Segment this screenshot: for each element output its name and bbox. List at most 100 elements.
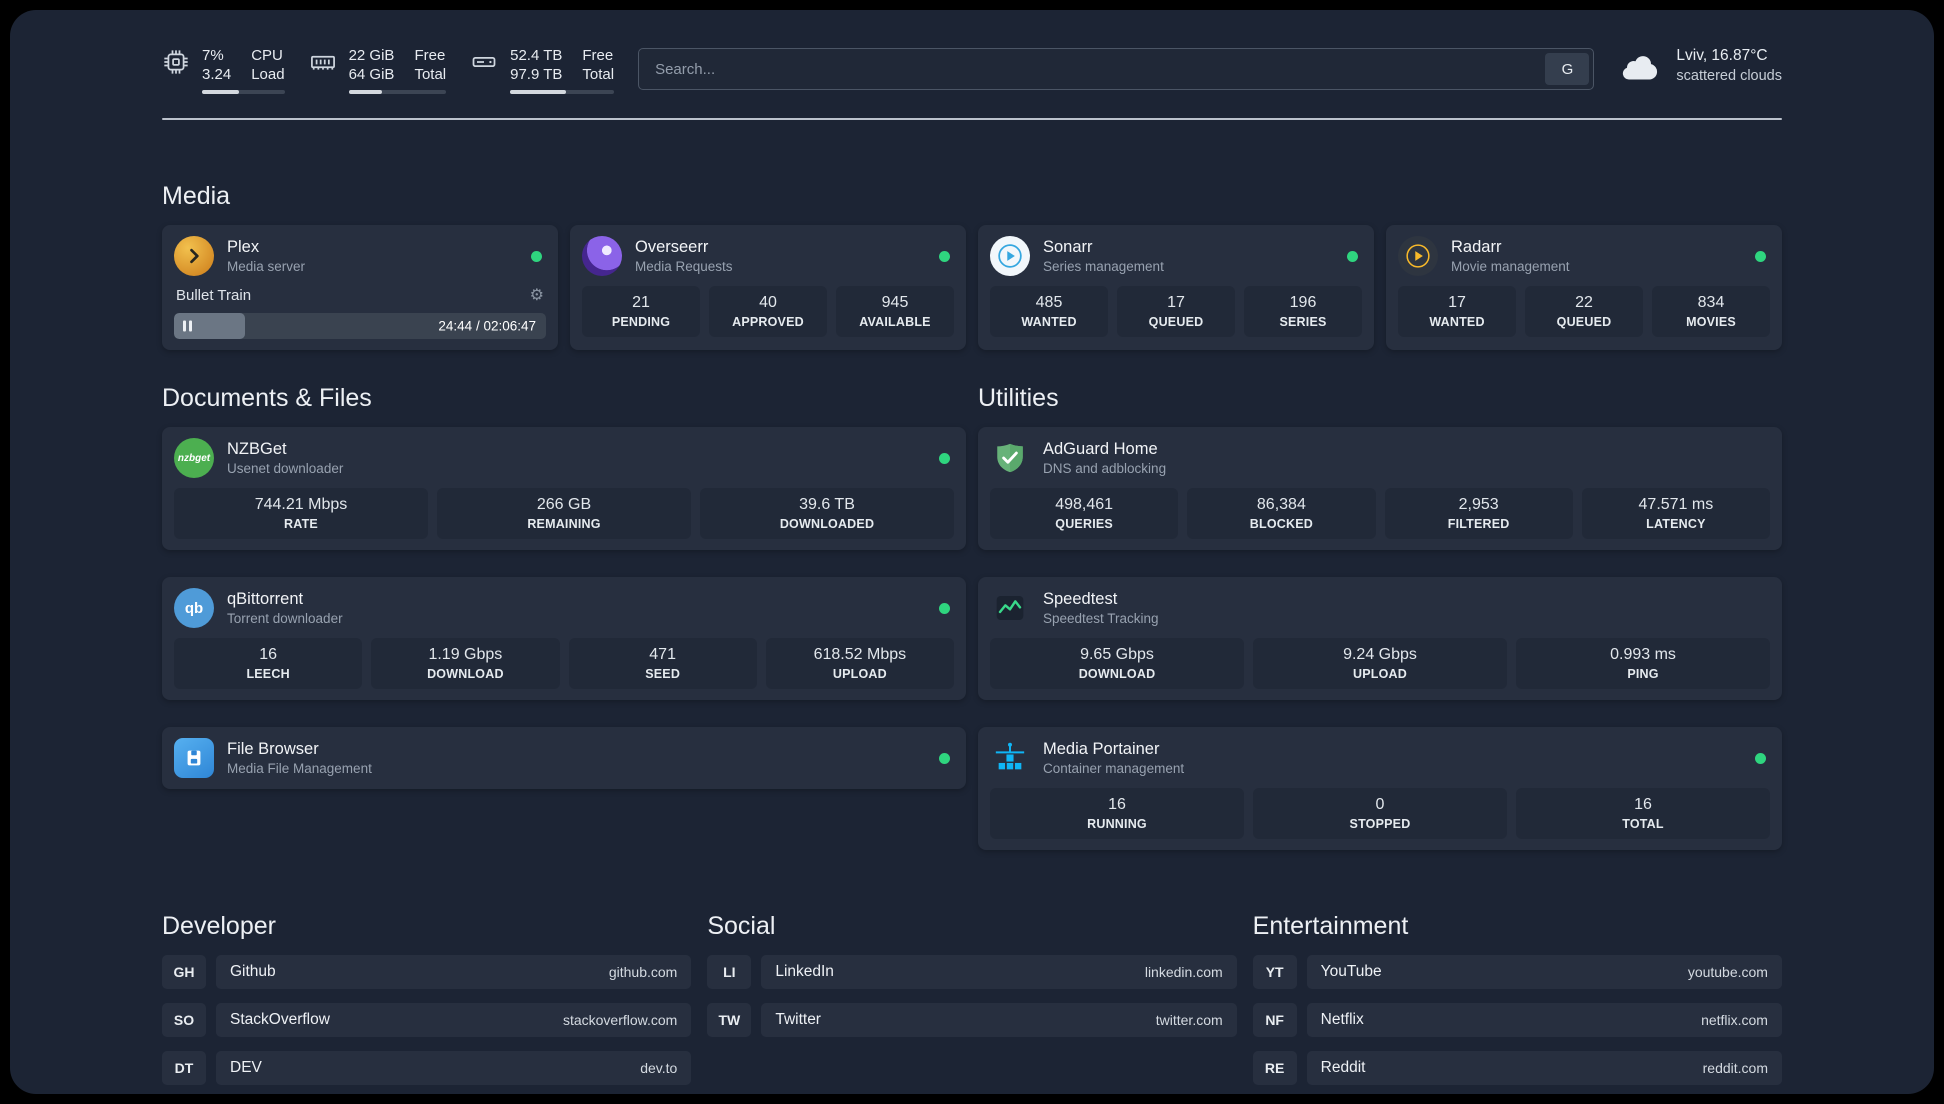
gear-icon[interactable] <box>530 285 544 305</box>
app-name: Media Portainer <box>1043 740 1160 758</box>
cpu-value: 7% <box>202 47 224 64</box>
section-title-documents: Documents & Files <box>162 384 372 412</box>
qbittorrent-icon: qb <box>174 588 214 628</box>
app-subtitle: Series management <box>1043 259 1164 274</box>
app-card-qbittorrent[interactable]: qb qBittorrent Torrent downloader 16 LEE… <box>162 577 966 700</box>
app-subtitle: Media server <box>227 259 306 274</box>
section-title-utilities: Utilities <box>978 384 1059 412</box>
bookmark-github[interactable]: GH Github github.com <box>162 955 692 989</box>
app-card-sonarr[interactable]: Sonarr Series management 485 WANTED 17 Q… <box>978 225 1374 350</box>
status-dot <box>531 250 542 262</box>
playback-time: 24:44 / 02:06:47 <box>438 318 536 334</box>
utilities-column: Utilities AdGuard Home DNS and adblockin… <box>978 384 1782 850</box>
ram-total-label: Total <box>414 66 447 83</box>
stat-box: 9.24 Gbps UPLOAD <box>1253 638 1507 689</box>
bookmark-stackoverflow[interactable]: SO StackOverflow stackoverflow.com <box>162 1003 692 1037</box>
bookmark-reddit[interactable]: RE Reddit reddit.com <box>1252 1051 1782 1085</box>
cpu-label: CPU <box>251 47 283 64</box>
app-card-speedtest[interactable]: Speedtest Speedtest Tracking 9.65 Gbps D… <box>978 577 1782 700</box>
bookmark-tag: LI <box>707 955 752 989</box>
stat-box: 40 APPROVED <box>709 286 827 337</box>
status-dot <box>939 602 950 614</box>
app-name: NZBGet <box>227 440 287 458</box>
playback-progress-bar[interactable]: 24:44 / 02:06:47 <box>174 313 546 339</box>
disk-free-value: 52.4 TB <box>510 47 563 64</box>
bookmark-url: stackoverflow.com <box>562 1012 678 1028</box>
stat-box: 1.19 Gbps DOWNLOAD <box>371 638 560 689</box>
status-dot <box>939 452 950 464</box>
sonarr-icon <box>990 236 1030 276</box>
app-card-filebrowser[interactable]: File Browser Media File Management <box>162 727 966 789</box>
bookmark-tag: NF <box>1252 1003 1297 1037</box>
status-dot <box>939 250 950 262</box>
ram-total-value: 64 GiB <box>348 66 395 83</box>
documents-column: Documents & Files nzbget NZBGet Usenet d… <box>162 384 966 850</box>
status-dot <box>1755 250 1766 262</box>
stat-box: 471 SEED <box>568 638 757 689</box>
disk-icon <box>470 48 498 76</box>
bookmark-tag: GH <box>162 955 206 989</box>
stat-box: 22 QUEUED <box>1525 286 1643 337</box>
status-dot <box>1347 250 1358 262</box>
disk-total-label: Total <box>582 66 615 83</box>
ram-stat: 22 GiB Free 64 GiB Total <box>309 46 447 94</box>
app-name: AdGuard Home <box>1043 440 1158 458</box>
stat-box: 744.21 Mbps RATE <box>174 488 428 539</box>
bookmark-url: youtube.com <box>1687 964 1768 980</box>
bookmark-url: github.com <box>608 964 678 980</box>
developer-column: Developer GH Github github.com SO StackO… <box>162 912 692 1085</box>
radarr-icon <box>1398 236 1438 276</box>
stat-box: 17 WANTED <box>1398 286 1516 337</box>
stat-box: 945 AVAILABLE <box>836 286 954 337</box>
dashboard-panel: 7% CPU 3.24 Load 22 <box>10 10 1934 1094</box>
ram-icon <box>309 48 337 76</box>
section-title-social: Social <box>707 912 776 940</box>
bookmark-netflix[interactable]: NF Netflix netflix.com <box>1252 1003 1782 1037</box>
now-playing-title: Bullet Train <box>176 286 252 304</box>
status-dot <box>939 752 950 764</box>
app-name: Radarr <box>1451 238 1502 256</box>
cpu-progress-bar <box>202 90 285 94</box>
app-card-adguard[interactable]: AdGuard Home DNS and adblocking 498,461 … <box>978 427 1782 550</box>
app-card-plex[interactable]: Plex Media server Bullet Train 24:44 / 0… <box>162 225 558 350</box>
stat-box: 16 RUNNING <box>990 788 1244 839</box>
cpu-load-value: 3.24 <box>202 66 232 83</box>
stat-box: 0.993 ms PING <box>1516 638 1770 689</box>
cpu-load-label: Load <box>251 66 285 83</box>
plex-now-playing: Bullet Train 24:44 / 02:06:47 <box>174 285 546 339</box>
bookmark-name: Reddit <box>1320 1059 1366 1076</box>
overseerr-icon <box>582 236 622 276</box>
app-card-overseerr[interactable]: Overseerr Media Requests 21 PENDING 40 A… <box>570 225 966 350</box>
bookmark-linkedin[interactable]: LI LinkedIn linkedin.com <box>707 955 1237 989</box>
portainer-icon <box>990 738 1030 778</box>
app-name: qBittorrent <box>227 590 304 608</box>
weather-condition: scattered clouds <box>1676 68 1782 84</box>
pause-icon[interactable] <box>183 320 192 332</box>
search-engine-button[interactable]: G <box>1545 53 1590 85</box>
app-subtitle: DNS and adblocking <box>1043 461 1167 476</box>
speedtest-icon <box>990 588 1030 628</box>
stat-box: 618.52 Mbps UPLOAD <box>765 638 954 689</box>
bookmark-twitter[interactable]: TW Twitter twitter.com <box>707 1003 1237 1037</box>
app-subtitle: Speedtest Tracking <box>1043 611 1159 626</box>
bookmark-youtube[interactable]: YT YouTube youtube.com <box>1252 955 1782 989</box>
app-card-radarr[interactable]: Radarr Movie management 17 WANTED 22 QUE… <box>1386 225 1782 350</box>
app-name: Plex <box>227 238 260 256</box>
disk-free-label: Free <box>582 47 614 64</box>
bookmark-name: StackOverflow <box>230 1011 330 1028</box>
section-title-developer: Developer <box>162 912 276 940</box>
cloud-icon <box>1618 48 1662 84</box>
bookmark-url: twitter.com <box>1155 1012 1223 1028</box>
stat-box: 9.65 Gbps DOWNLOAD <box>990 638 1244 689</box>
bookmark-name: YouTube <box>1320 963 1382 980</box>
adguard-icon <box>990 438 1030 478</box>
app-name: Speedtest <box>1043 590 1118 608</box>
search-input[interactable] <box>639 60 1594 78</box>
bookmark-dev[interactable]: DT DEV dev.to <box>162 1051 692 1085</box>
app-card-nzbget[interactable]: nzbget NZBGet Usenet downloader 744.21 M… <box>162 427 966 550</box>
stat-box: 498,461 QUERIES <box>990 488 1179 539</box>
app-card-portainer[interactable]: Media Portainer Container management 16 … <box>978 727 1782 850</box>
stat-box: 0 STOPPED <box>1253 788 1507 839</box>
bookmark-url: reddit.com <box>1702 1060 1768 1076</box>
top-bar: 7% CPU 3.24 Load 22 <box>162 46 1782 94</box>
